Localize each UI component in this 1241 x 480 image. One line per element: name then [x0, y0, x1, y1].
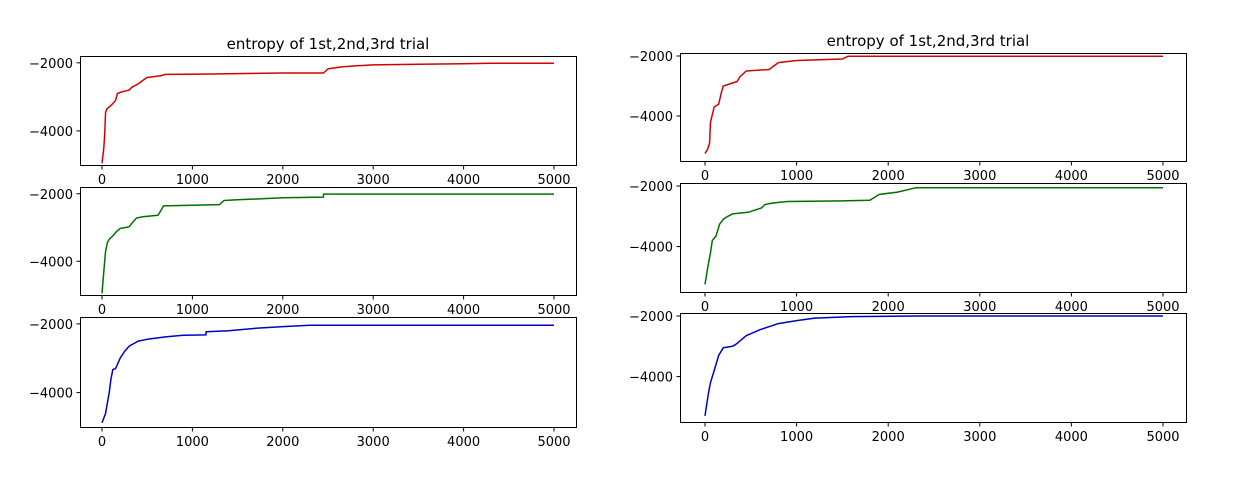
- y-tick-label-right-3-2000: −2000: [629, 310, 673, 325]
- x-tick-label-left-2-0: 0: [98, 303, 106, 318]
- series-line-right-2: [704, 187, 1163, 285]
- x-tick-label-right-1-1000: 1000: [780, 169, 813, 184]
- x-tick-label-left-1-1000: 1000: [176, 173, 209, 188]
- chart-left: entropy of 1st,2nd,3rd trial: [227, 35, 430, 53]
- x-tick-label-right-3-2000: 2000: [872, 430, 905, 445]
- x-tick-label-right-2-4000: 4000: [1055, 300, 1088, 315]
- x-tick-label-right-3-3000: 3000: [963, 430, 996, 445]
- x-tick-label-left-1-4000: 4000: [447, 173, 480, 188]
- x-tick-label-left-3-3000: 3000: [357, 435, 390, 450]
- x-tick-label-right-2-2000: 2000: [872, 300, 905, 315]
- axes-frame-left-1: [80, 56, 577, 166]
- series-line-left-2: [101, 193, 554, 294]
- x-tick-label-left-1-2000: 2000: [266, 173, 299, 188]
- y-tick-label-right-3-4000: −4000: [629, 371, 673, 386]
- x-tick-label-right-2-3000: 3000: [963, 300, 996, 315]
- series-line-right-1: [704, 55, 1163, 154]
- x-tick-label-left-1-3000: 3000: [357, 173, 390, 188]
- y-tick-label-left-3-4000: −4000: [29, 387, 73, 402]
- x-tick-label-left-2-5000: 5000: [537, 303, 570, 318]
- x-tick-label-right-3-0: 0: [701, 430, 709, 445]
- chart-title-left: entropy of 1st,2nd,3rd trial: [227, 35, 430, 53]
- y-tick-label-right-1-2000: −2000: [629, 50, 673, 65]
- x-tick-label-left-3-2000: 2000: [266, 435, 299, 450]
- x-tick-label-left-2-1000: 1000: [176, 303, 209, 318]
- x-tick-label-right-3-1000: 1000: [780, 430, 813, 445]
- series-line-left-3: [101, 324, 554, 424]
- x-tick-label-right-1-4000: 4000: [1055, 169, 1088, 184]
- x-tick-label-left-3-4000: 4000: [447, 435, 480, 450]
- x-tick-label-left-1-0: 0: [98, 173, 106, 188]
- axes-frame-left-3: [80, 317, 577, 428]
- x-tick-label-right-2-0: 0: [701, 300, 709, 315]
- x-tick-label-left-2-2000: 2000: [266, 303, 299, 318]
- y-tick-label-left-3-2000: −2000: [29, 318, 73, 333]
- x-tick-label-left-3-1000: 1000: [176, 435, 209, 450]
- y-tick-label-left-2-4000: −4000: [29, 255, 73, 270]
- x-tick-label-right-3-5000: 5000: [1146, 430, 1179, 445]
- x-tick-label-right-1-3000: 3000: [963, 169, 996, 184]
- x-tick-label-left-3-5000: 5000: [537, 435, 570, 450]
- chart-title-right: entropy of 1st,2nd,3rd trial: [827, 32, 1030, 50]
- x-tick-label-right-3-4000: 4000: [1055, 430, 1088, 445]
- y-tick-label-left-2-2000: −2000: [29, 188, 73, 203]
- y-tick-label-left-1-4000: −4000: [29, 125, 73, 140]
- y-tick-label-right-2-2000: −2000: [629, 180, 673, 195]
- axes-frame-right-3: [680, 313, 1187, 423]
- x-tick-label-left-3-0: 0: [98, 435, 106, 450]
- y-tick-label-right-1-4000: −4000: [629, 110, 673, 125]
- x-tick-label-left-2-4000: 4000: [447, 303, 480, 318]
- series-line-right-3: [704, 315, 1163, 417]
- x-tick-label-right-1-2000: 2000: [872, 169, 905, 184]
- x-tick-label-right-1-5000: 5000: [1146, 169, 1179, 184]
- x-tick-label-left-2-3000: 3000: [357, 303, 390, 318]
- x-tick-label-left-1-5000: 5000: [537, 173, 570, 188]
- axes-frame-left-2: [80, 187, 577, 296]
- x-tick-label-right-2-5000: 5000: [1146, 300, 1179, 315]
- axes-frame-right-2: [680, 183, 1187, 293]
- x-tick-label-right-2-1000: 1000: [780, 300, 813, 315]
- x-tick-label-right-1-0: 0: [701, 169, 709, 184]
- chart-right: entropy of 1st,2nd,3rd trial: [827, 32, 1030, 50]
- y-tick-label-left-1-2000: −2000: [29, 57, 73, 72]
- axes-frame-right-1: [680, 53, 1187, 162]
- y-tick-label-right-2-4000: −4000: [629, 241, 673, 256]
- series-line-left-1: [101, 62, 554, 164]
